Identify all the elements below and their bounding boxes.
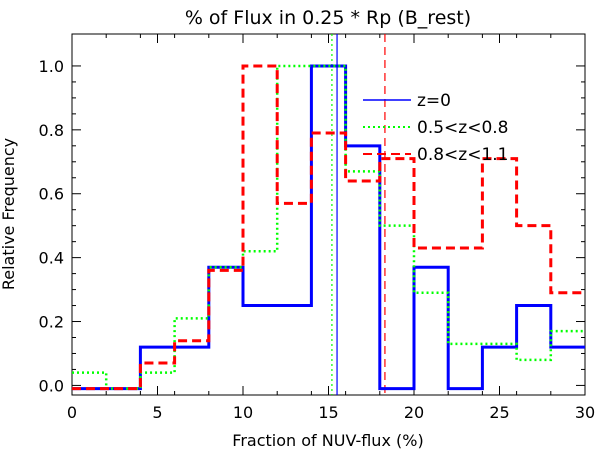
y-tick-label: 0.0 — [39, 376, 64, 395]
x-tick-label: 5 — [152, 403, 162, 422]
series-path-0 — [72, 64, 585, 391]
x-tick-label: 20 — [404, 403, 424, 422]
y-tick-label: 1.0 — [39, 57, 64, 76]
legend-label-0: z=0 — [417, 91, 451, 111]
x-tick-label: 10 — [233, 403, 253, 422]
x-tick-label: 0 — [67, 403, 77, 422]
histogram-series — [72, 64, 585, 391]
x-tick-label: 30 — [575, 403, 595, 422]
median-lines — [331, 34, 386, 395]
y-tick-label: 0.4 — [39, 249, 64, 268]
x-tick-label: 25 — [489, 403, 509, 422]
y-axis-ticks: 0.0 0.2 0.4 0.6 0.8 1.0 — [39, 57, 585, 395]
y-tick-label: 0.6 — [39, 185, 64, 204]
series-path-1 — [72, 64, 585, 390]
x-axis-label: Fraction of NUV-flux (%) — [232, 431, 423, 450]
legend: z=0 0.5<z<0.8 0.8<z<1.1 — [363, 91, 508, 165]
x-tick-label: 15 — [318, 403, 338, 422]
y-axis-label: Relative Frequency — [0, 138, 18, 290]
chart-title: % of Flux in 0.25 * Rp (B_rest) — [185, 7, 471, 29]
series-path-2 — [72, 64, 585, 391]
plot-frame — [71, 33, 586, 396]
legend-label-1: 0.5<z<0.8 — [417, 118, 508, 138]
x-axis-ticks: 0 5 10 15 20 25 30 — [67, 34, 595, 422]
y-tick-label: 0.2 — [39, 313, 64, 332]
legend-label-2: 0.8<z<1.1 — [417, 145, 508, 165]
y-tick-label: 0.8 — [39, 121, 64, 140]
